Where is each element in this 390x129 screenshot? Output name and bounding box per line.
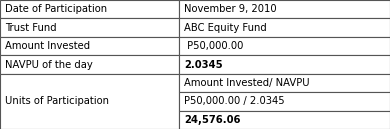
Text: November 9, 2010: November 9, 2010: [184, 4, 277, 14]
Text: NAVPU of the day: NAVPU of the day: [5, 59, 92, 70]
Bar: [0, 37, 179, 55]
Text: ABC Equity Fund: ABC Equity Fund: [184, 23, 267, 33]
Text: Trust Fund: Trust Fund: [5, 23, 56, 33]
Text: Amount Invested: Amount Invested: [5, 41, 90, 51]
Bar: [0, 55, 179, 74]
Text: Amount Invested/ NAVPU: Amount Invested/ NAVPU: [184, 78, 310, 88]
Bar: [179, 74, 390, 92]
Text: Units of Participation: Units of Participation: [5, 96, 109, 106]
Text: Date of Participation: Date of Participation: [5, 4, 107, 14]
Bar: [0, 18, 179, 37]
Bar: [179, 37, 390, 55]
Text: P50,000.00: P50,000.00: [184, 41, 243, 51]
Text: 24,576.06: 24,576.06: [184, 115, 241, 125]
Bar: [179, 92, 390, 111]
Bar: [179, 0, 390, 18]
Bar: [179, 55, 390, 74]
Text: 2.0345: 2.0345: [184, 59, 223, 70]
Bar: [0, 74, 179, 129]
Bar: [179, 18, 390, 37]
Bar: [0, 0, 179, 18]
Text: P50,000.00 / 2.0345: P50,000.00 / 2.0345: [184, 96, 285, 106]
Bar: [179, 111, 390, 129]
